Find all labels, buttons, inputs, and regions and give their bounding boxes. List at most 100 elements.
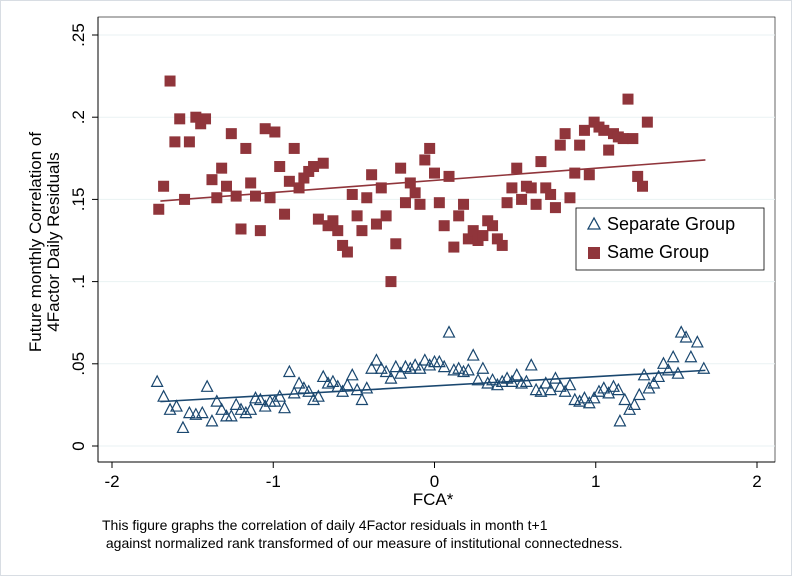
data-point-separate-group xyxy=(163,402,177,415)
data-point-same-group xyxy=(169,136,181,148)
data-point-separate-group xyxy=(486,372,500,386)
data-point-same-group xyxy=(433,197,445,209)
legend xyxy=(575,207,765,271)
data-point-separate-group xyxy=(637,368,651,381)
data-point-separate-group xyxy=(524,358,538,371)
data-point-same-group xyxy=(259,123,271,135)
data-point-separate-group xyxy=(656,356,670,369)
data-point-same-group xyxy=(179,193,191,205)
data-point-same-group xyxy=(274,161,286,173)
data-point-separate-group xyxy=(597,381,611,394)
data-point-same-group xyxy=(164,75,176,87)
data-point-same-group xyxy=(158,180,170,192)
data-point-same-group xyxy=(622,93,634,105)
data-point-same-group xyxy=(627,133,639,145)
data-point-separate-group xyxy=(661,363,675,376)
data-point-separate-group xyxy=(278,400,292,414)
data-point-same-group xyxy=(317,157,329,169)
y-tick-label: .2 xyxy=(69,110,88,124)
data-point-same-group xyxy=(424,142,436,154)
data-point-same-group xyxy=(404,177,416,189)
data-point-separate-group xyxy=(548,371,562,384)
data-point-separate-group xyxy=(544,382,558,396)
data-point-separate-group xyxy=(679,330,693,343)
y-axis-label-line1: Future monthly Correlation of xyxy=(26,132,45,352)
data-point-separate-group xyxy=(307,392,321,406)
data-point-same-group xyxy=(190,111,202,123)
data-point-separate-group xyxy=(384,371,398,384)
data-point-same-group xyxy=(264,192,276,204)
data-point-same-group xyxy=(530,198,542,210)
data-point-separate-group xyxy=(379,364,393,378)
data-markers xyxy=(150,75,711,434)
data-point-same-group xyxy=(385,276,397,288)
data-point-same-group xyxy=(332,225,344,237)
legend-square-icon xyxy=(588,247,600,259)
data-point-same-group xyxy=(525,182,537,194)
data-point-same-group xyxy=(545,188,557,200)
data-point-separate-group xyxy=(408,358,422,371)
data-point-same-group xyxy=(370,218,382,230)
data-point-same-group xyxy=(174,113,186,125)
data-point-same-group xyxy=(346,188,358,200)
x-tick-label: 1 xyxy=(591,472,600,491)
data-point-separate-group xyxy=(418,353,432,366)
data-point-separate-group xyxy=(176,420,190,434)
data-point-same-group xyxy=(380,210,392,222)
data-point-same-group xyxy=(438,220,450,232)
data-point-same-group xyxy=(366,169,378,181)
data-point-same-group xyxy=(419,154,431,166)
data-point-separate-group xyxy=(326,374,340,387)
data-point-same-group xyxy=(598,124,610,136)
data-point-separate-group xyxy=(674,325,688,338)
data-point-separate-group xyxy=(539,376,553,389)
data-point-separate-group xyxy=(215,402,229,415)
data-point-same-group xyxy=(351,210,363,222)
data-point-separate-group xyxy=(297,381,311,394)
data-point-same-group xyxy=(312,213,324,225)
data-point-separate-group xyxy=(345,368,359,381)
data-point-separate-group xyxy=(697,361,711,374)
data-point-separate-group xyxy=(563,377,577,391)
data-point-same-group xyxy=(554,139,566,151)
data-point-same-group xyxy=(511,162,523,174)
data-point-separate-group xyxy=(553,379,567,392)
data-point-separate-group xyxy=(652,369,666,383)
data-point-same-group xyxy=(356,225,368,237)
data-point-separate-group xyxy=(684,349,698,363)
data-point-separate-group xyxy=(244,402,258,415)
data-point-same-group xyxy=(540,182,552,194)
data-point-separate-group xyxy=(374,361,388,374)
data-point-same-group xyxy=(574,139,586,151)
x-tick-label: 2 xyxy=(752,472,761,491)
data-point-separate-group xyxy=(515,376,529,389)
data-point-separate-group xyxy=(369,353,383,366)
data-point-same-group xyxy=(288,142,300,154)
data-point-separate-group xyxy=(618,392,632,406)
x-axis-label: FCA* xyxy=(413,490,454,509)
data-point-same-group xyxy=(375,182,387,194)
data-point-separate-group xyxy=(671,366,685,379)
data-point-same-group xyxy=(279,208,291,220)
data-point-separate-group xyxy=(587,391,601,404)
x-tick-label: -1 xyxy=(266,472,281,491)
data-point-same-group xyxy=(283,175,295,187)
data-point-same-group xyxy=(496,239,508,251)
data-point-separate-group xyxy=(690,335,704,348)
data-point-separate-group xyxy=(592,384,606,397)
data-point-separate-group xyxy=(647,376,661,389)
data-point-same-group xyxy=(637,180,649,192)
caption-line-2: against normalized rank transformed of o… xyxy=(102,535,623,551)
data-point-separate-group xyxy=(336,384,350,397)
data-point-separate-group xyxy=(627,397,641,410)
data-point-separate-group xyxy=(287,386,301,399)
data-point-separate-group xyxy=(182,405,196,419)
data-point-same-group xyxy=(216,162,228,174)
data-point-separate-group xyxy=(205,414,219,427)
caption-line-1: This figure graphs the correlation of da… xyxy=(102,517,548,533)
data-point-same-group xyxy=(254,225,266,237)
data-point-same-group xyxy=(632,170,644,182)
data-point-separate-group xyxy=(666,349,680,363)
data-point-separate-group xyxy=(253,392,267,406)
